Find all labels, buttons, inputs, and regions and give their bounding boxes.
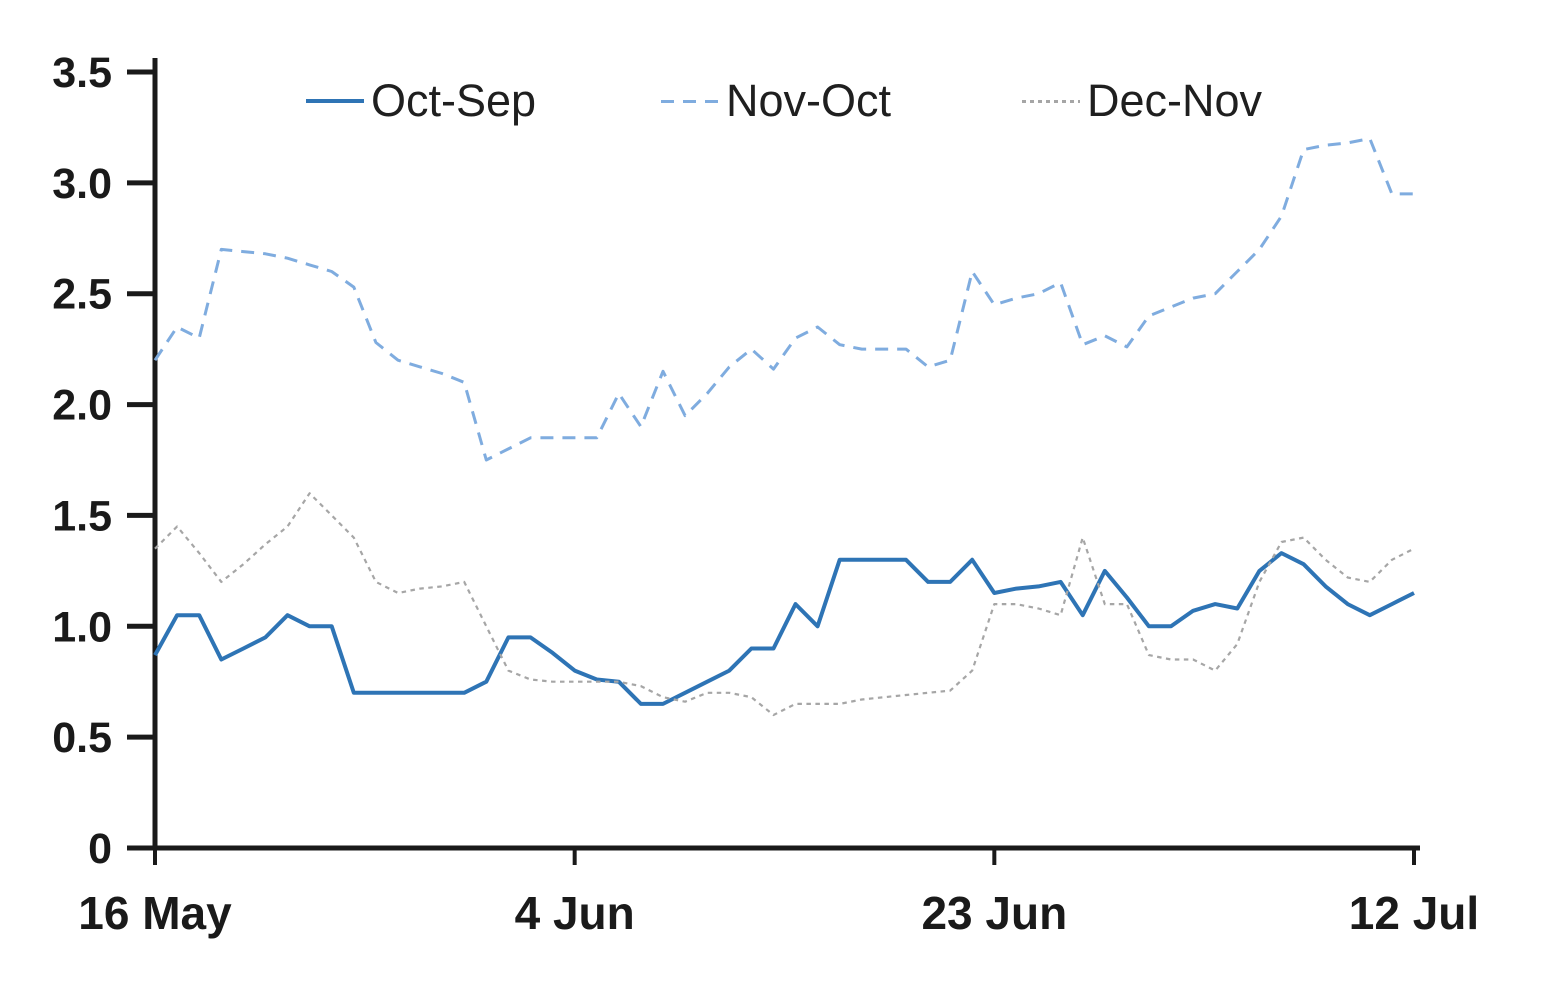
x-tick-label: 23 Jun — [921, 887, 1067, 939]
y-tick-label: 2.0 — [52, 382, 112, 430]
y-tick-label: 2.5 — [52, 271, 112, 319]
x-tick-label: 4 Jun — [515, 887, 635, 939]
x-tick-label: 12 Jul — [1349, 887, 1479, 939]
series-line-oct-sep — [153, 551, 1415, 706]
y-tick-label: 1.0 — [52, 603, 112, 651]
series-line-dec-nov — [154, 492, 1415, 717]
x-tick-label: 16 May — [78, 887, 232, 939]
y-tick-label: 3.0 — [52, 160, 112, 208]
series-line-nov-oct — [153, 137, 1414, 462]
y-tick-label: 0 — [88, 825, 112, 873]
y-tick-label: 0.5 — [52, 714, 112, 762]
y-tick-label: 1.5 — [52, 492, 112, 540]
y-tick-label: 3.5 — [52, 49, 112, 97]
